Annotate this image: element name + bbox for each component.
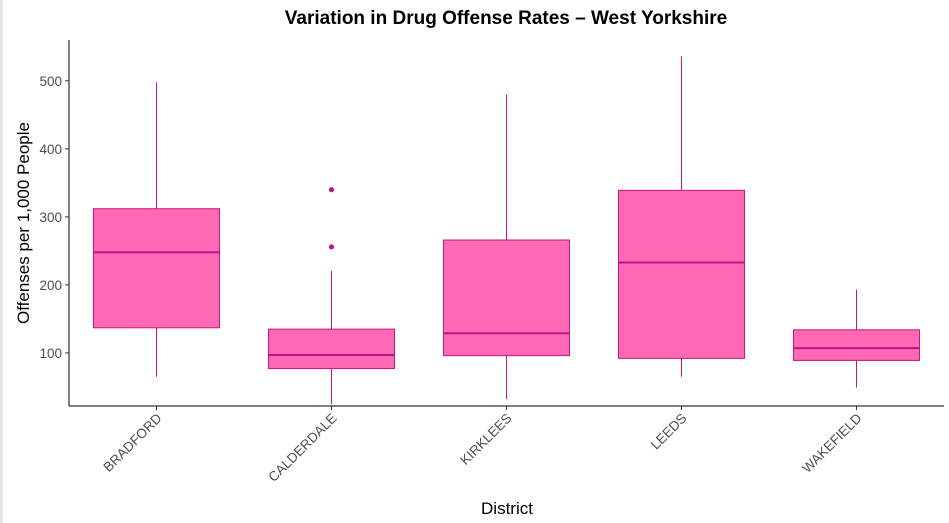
iqr-box-calderdale xyxy=(268,328,395,370)
chart-title: Variation in Drug Offense Rates – West Y… xyxy=(285,8,727,29)
x-tick-label-leeds: LEEDS xyxy=(648,411,690,453)
y-tick-label-200: 200 xyxy=(39,278,62,293)
y-tick-label-300: 300 xyxy=(39,210,62,225)
x-axis-title: District xyxy=(481,499,533,518)
outlier-point-calderdale-1 xyxy=(328,244,335,250)
box-kirklees xyxy=(443,94,570,400)
x-tick-label-bradford: BRADFORD xyxy=(100,410,164,474)
x-axis-ticks: BRADFORD CALDERDALE KIRKLEES LEEDS WAKEFIELD xyxy=(100,406,865,485)
iqr-box-leeds xyxy=(618,189,745,359)
x-tick-label-wakefield: WAKEFIELD xyxy=(799,410,865,476)
box-bradford xyxy=(93,82,220,377)
iqr-box-kirklees xyxy=(443,239,570,357)
x-tick-label-kirklees: KIRKLEES xyxy=(457,411,514,468)
iqr-box-bradford xyxy=(93,208,220,329)
box-calderdale xyxy=(268,187,395,405)
y-axis-title: Offenses per 1,000 People xyxy=(14,122,33,324)
window-edge xyxy=(0,0,3,523)
y-tick-label-100: 100 xyxy=(39,346,62,361)
iqr-box-wakefield xyxy=(793,329,920,361)
y-tick-label-400: 400 xyxy=(39,142,62,157)
y-tick-label-500: 500 xyxy=(39,74,62,89)
outlier-point-calderdale-2 xyxy=(328,187,335,193)
y-axis-ticks: 100 200 300 400 500 xyxy=(39,74,69,361)
box-leeds xyxy=(618,56,745,377)
box-wakefield xyxy=(793,289,920,388)
x-tick-label-calderdale: CALDERDALE xyxy=(265,411,339,485)
plot-area xyxy=(93,56,920,405)
